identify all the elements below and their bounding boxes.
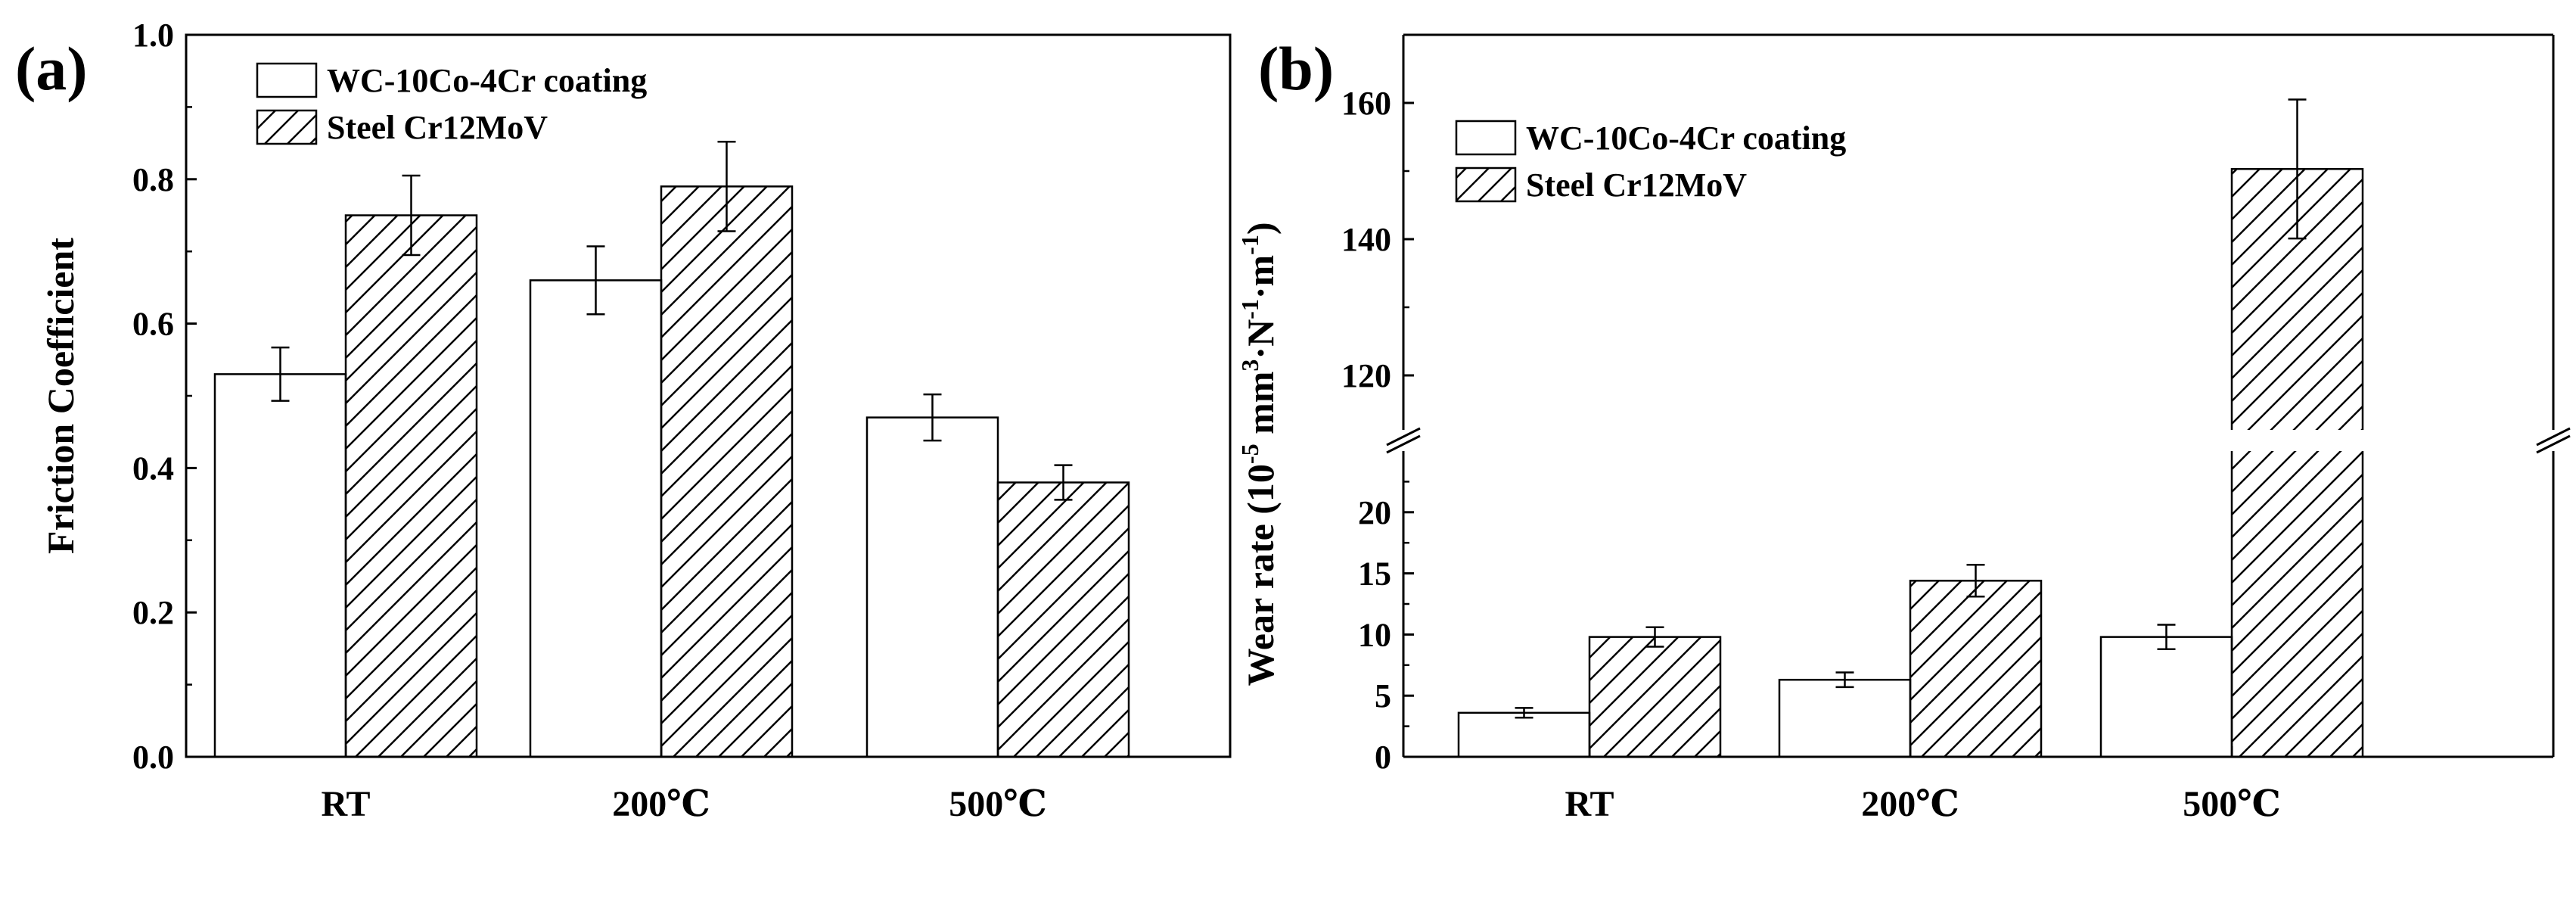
bar-steel-cr12mov-200 xyxy=(1909,580,2043,757)
error-bar-wc-10co-4cr-coating-200 xyxy=(586,245,605,316)
y-tick-label: 120 xyxy=(1341,357,1391,394)
y-tick-label: 0 xyxy=(1375,739,1391,776)
x-tick-label-500: 500℃ xyxy=(2183,784,2281,824)
panel-a: (a) Friction Coefficient 0.0 0.2 0.4 0.6 0.8… xyxy=(15,17,1232,824)
bar-steel-cr12mov-rt xyxy=(344,214,478,757)
panel-b: (b) Wear rate (10-5 mm3·N-1·m-1) 0 5 10 15 2… xyxy=(1236,33,2572,824)
panel-a-error-bars xyxy=(271,140,1073,501)
panel-a-y-ticks: 0.0 0.2 0.4 0.6 0.8 1.0 xyxy=(132,17,999,776)
bar-wc-10co-4cr-coating-500 xyxy=(865,416,999,757)
panel-b-legend: WC-10Co-4Cr coating Steel Cr12MoV xyxy=(1455,120,1846,204)
legend-swatch-coating xyxy=(1455,120,1517,156)
panel-a-legend: WC-10Co-4Cr coating Steel Cr12MoV xyxy=(256,62,647,146)
panel-b-x-labels: RT 200℃ 500℃ xyxy=(1565,784,2281,824)
y-tick-label: 10 xyxy=(1358,616,1391,653)
y-tick-label: 0.4 xyxy=(132,450,174,487)
x-tick-label-rt: RT xyxy=(1565,784,1614,824)
legend-label-coating: WC-10Co-4Cr coating xyxy=(327,62,647,99)
error-bar-wc-10co-4cr-coating-500 xyxy=(923,393,942,442)
panel-b-y-ticks: 0 5 10 15 20 120 140 160 xyxy=(1341,85,2233,776)
bar-steel-cr12mov-rt xyxy=(1588,636,1722,757)
legend-swatch-steel xyxy=(256,109,318,145)
y-tick-label: 160 xyxy=(1341,85,1391,122)
bar-wc-10co-4cr-coating-500 xyxy=(2099,636,2233,757)
error-bar-steel-cr12mov-rt xyxy=(1645,626,1664,648)
panel-a-bars xyxy=(213,185,1130,757)
x-tick-label-200: 200℃ xyxy=(612,784,710,824)
error-bar-steel-cr12mov-500 xyxy=(2288,98,2307,240)
legend-label-steel: Steel Cr12MoV xyxy=(1526,167,1747,204)
panel-a-ylabel: Friction Coefficient xyxy=(39,238,82,554)
bar-wc-10co-4cr-coating-200 xyxy=(1778,678,1912,757)
y-tick-label: 0.6 xyxy=(132,306,174,343)
legend-swatch-steel xyxy=(1455,167,1517,203)
bar-steel-cr12mov-500 xyxy=(996,481,1130,757)
error-bar-wc-10co-4cr-coating-rt xyxy=(271,346,290,402)
y-tick-label: 15 xyxy=(1358,556,1391,593)
y-tick-label: 0.2 xyxy=(132,594,174,631)
panel-a-frame xyxy=(185,33,1232,758)
bar-steel-cr12mov-500 xyxy=(2230,168,2364,757)
panel-b-ylabel: Wear rate (10-5 mm3·N-1·m-1) xyxy=(1236,223,1282,686)
y-tick-label: 20 xyxy=(1358,494,1391,531)
error-bar-steel-cr12mov-200 xyxy=(717,140,736,232)
y-tick-label: 0.0 xyxy=(132,739,174,776)
legend-label-coating: WC-10Co-4Cr coating xyxy=(1526,120,1846,157)
axis-break-marks xyxy=(1386,427,2571,454)
bar-steel-cr12mov-200 xyxy=(660,185,794,757)
bar-wc-10co-4cr-coating-200 xyxy=(529,279,663,757)
axis-break-gap xyxy=(1377,430,2572,451)
error-bar-wc-10co-4cr-coating-500 xyxy=(2157,624,2176,651)
x-tick-label-500: 500℃ xyxy=(949,784,1047,824)
legend-swatch-coating xyxy=(256,62,318,98)
error-bar-wc-10co-4cr-coating-200 xyxy=(1835,671,1854,689)
error-bar-steel-cr12mov-rt xyxy=(402,174,421,257)
x-tick-label-rt: RT xyxy=(322,784,371,824)
error-bar-steel-cr12mov-200 xyxy=(1966,564,1985,598)
panel-b-label: (b) xyxy=(1258,34,1334,103)
bar-wc-10co-4cr-coating-rt xyxy=(213,373,347,757)
panel-b-bars xyxy=(1457,168,2364,757)
panel-b-error-bars xyxy=(1515,98,2307,719)
panel-a-label: (a) xyxy=(15,34,88,103)
panel-a-x-labels: RT 200℃ 500℃ xyxy=(322,784,1047,824)
error-bar-steel-cr12mov-500 xyxy=(1054,464,1073,501)
legend-label-steel: Steel Cr12MoV xyxy=(327,109,548,146)
y-tick-label: 1.0 xyxy=(132,17,174,54)
x-tick-label-200: 200℃ xyxy=(1861,784,1959,824)
error-bar-wc-10co-4cr-coating-rt xyxy=(1515,707,1533,719)
bar-wc-10co-4cr-coating-rt xyxy=(1457,711,1591,757)
y-tick-label: 5 xyxy=(1375,677,1391,714)
y-tick-label: 140 xyxy=(1341,221,1391,258)
y-tick-label: 0.8 xyxy=(132,161,174,198)
panel-b-frame xyxy=(1402,33,2555,758)
